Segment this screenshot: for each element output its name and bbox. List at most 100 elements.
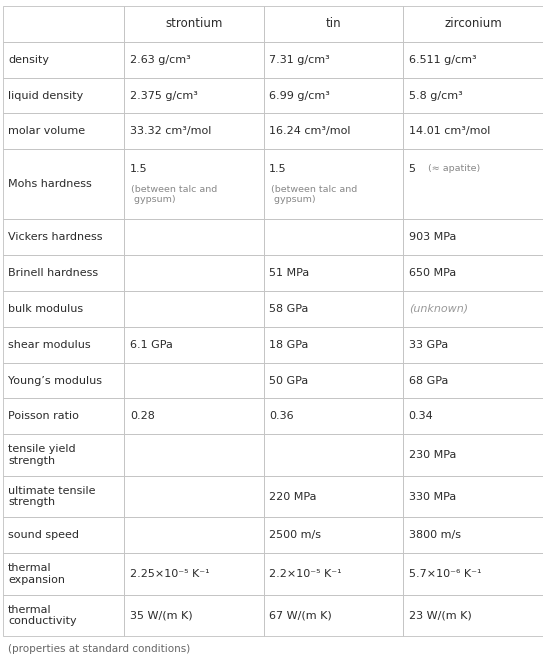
- Text: 5.7×10⁻⁶ K⁻¹: 5.7×10⁻⁶ K⁻¹: [408, 569, 481, 579]
- Bar: [3, 149, 124, 219]
- Bar: [3, 476, 124, 518]
- Text: thermal
conductivity: thermal conductivity: [8, 605, 77, 626]
- Bar: [3, 219, 124, 255]
- Text: ultimate tensile
strength: ultimate tensile strength: [8, 486, 96, 508]
- Text: 0.34: 0.34: [408, 412, 434, 422]
- Text: 330 MPa: 330 MPa: [408, 492, 456, 502]
- Text: molar volume: molar volume: [8, 126, 85, 136]
- Bar: [3, 518, 124, 553]
- Text: bulk modulus: bulk modulus: [8, 303, 83, 313]
- Bar: [124, 149, 264, 219]
- Text: 230 MPa: 230 MPa: [408, 450, 456, 460]
- Text: zirconium: zirconium: [444, 17, 502, 30]
- Bar: [3, 6, 124, 42]
- Text: 23 W/(m K): 23 W/(m K): [408, 610, 471, 620]
- Bar: [264, 113, 403, 149]
- Text: 2.63 g/cm³: 2.63 g/cm³: [130, 55, 191, 65]
- Bar: [3, 291, 124, 327]
- Bar: [124, 518, 264, 553]
- Bar: [124, 327, 264, 363]
- Bar: [403, 291, 543, 327]
- Bar: [124, 219, 264, 255]
- Bar: [3, 595, 124, 636]
- Text: 33 GPa: 33 GPa: [408, 340, 448, 350]
- Bar: [124, 255, 264, 291]
- Bar: [403, 518, 543, 553]
- Text: liquid density: liquid density: [8, 91, 84, 101]
- Text: 68 GPa: 68 GPa: [408, 376, 448, 386]
- Text: 51 MPa: 51 MPa: [269, 268, 310, 278]
- Bar: [403, 77, 543, 113]
- Bar: [264, 595, 403, 636]
- Bar: [124, 595, 264, 636]
- Bar: [3, 398, 124, 434]
- Text: 3800 m/s: 3800 m/s: [408, 530, 461, 540]
- Bar: [124, 42, 264, 77]
- Text: (≈ apatite): (≈ apatite): [428, 164, 480, 173]
- Bar: [3, 327, 124, 363]
- Text: 0.28: 0.28: [130, 412, 155, 422]
- Bar: [3, 434, 124, 476]
- Text: shear modulus: shear modulus: [8, 340, 91, 350]
- Bar: [403, 553, 543, 595]
- Bar: [124, 434, 264, 476]
- Text: (properties at standard conditions): (properties at standard conditions): [8, 644, 191, 654]
- Text: 6.511 g/cm³: 6.511 g/cm³: [408, 55, 476, 65]
- Bar: [124, 113, 264, 149]
- Text: thermal
expansion: thermal expansion: [8, 563, 65, 585]
- Text: tin: tin: [326, 17, 341, 30]
- Text: 5: 5: [408, 164, 416, 174]
- Bar: [124, 77, 264, 113]
- Bar: [124, 398, 264, 434]
- Text: Mohs hardness: Mohs hardness: [8, 179, 92, 189]
- Text: (between talc and
 gypsum): (between talc and gypsum): [132, 185, 218, 204]
- Text: 18 GPa: 18 GPa: [269, 340, 308, 350]
- Bar: [3, 113, 124, 149]
- Text: 14.01 cm³/mol: 14.01 cm³/mol: [408, 126, 490, 136]
- Text: strontium: strontium: [165, 17, 223, 30]
- Bar: [124, 553, 264, 595]
- Bar: [403, 219, 543, 255]
- Bar: [3, 77, 124, 113]
- Bar: [403, 476, 543, 518]
- Bar: [403, 363, 543, 398]
- Text: 650 MPa: 650 MPa: [408, 268, 456, 278]
- Text: 0.36: 0.36: [269, 412, 294, 422]
- Bar: [264, 363, 403, 398]
- Bar: [403, 398, 543, 434]
- Bar: [264, 398, 403, 434]
- Bar: [403, 595, 543, 636]
- Bar: [124, 363, 264, 398]
- Text: 903 MPa: 903 MPa: [408, 232, 456, 242]
- Bar: [264, 518, 403, 553]
- Bar: [3, 255, 124, 291]
- Bar: [3, 363, 124, 398]
- Text: 220 MPa: 220 MPa: [269, 492, 317, 502]
- Text: sound speed: sound speed: [8, 530, 79, 540]
- Text: 50 GPa: 50 GPa: [269, 376, 308, 386]
- Bar: [3, 42, 124, 77]
- Bar: [403, 255, 543, 291]
- Bar: [403, 434, 543, 476]
- Bar: [264, 6, 403, 42]
- Text: 35 W/(m K): 35 W/(m K): [130, 610, 192, 620]
- Text: 5.8 g/cm³: 5.8 g/cm³: [408, 91, 462, 101]
- Text: (unknown): (unknown): [408, 303, 468, 313]
- Bar: [264, 434, 403, 476]
- Text: 1.5: 1.5: [269, 164, 287, 174]
- Text: Poisson ratio: Poisson ratio: [8, 412, 79, 422]
- Bar: [124, 476, 264, 518]
- Bar: [264, 42, 403, 77]
- Text: 2.2×10⁻⁵ K⁻¹: 2.2×10⁻⁵ K⁻¹: [269, 569, 342, 579]
- Bar: [403, 6, 543, 42]
- Bar: [264, 476, 403, 518]
- Text: 2.375 g/cm³: 2.375 g/cm³: [130, 91, 198, 101]
- Bar: [3, 553, 124, 595]
- Bar: [264, 255, 403, 291]
- Text: 6.1 GPa: 6.1 GPa: [130, 340, 173, 350]
- Text: Young’s modulus: Young’s modulus: [8, 376, 102, 386]
- Text: 2.25×10⁻⁵ K⁻¹: 2.25×10⁻⁵ K⁻¹: [130, 569, 209, 579]
- Bar: [264, 77, 403, 113]
- Text: Vickers hardness: Vickers hardness: [8, 232, 103, 242]
- Bar: [264, 219, 403, 255]
